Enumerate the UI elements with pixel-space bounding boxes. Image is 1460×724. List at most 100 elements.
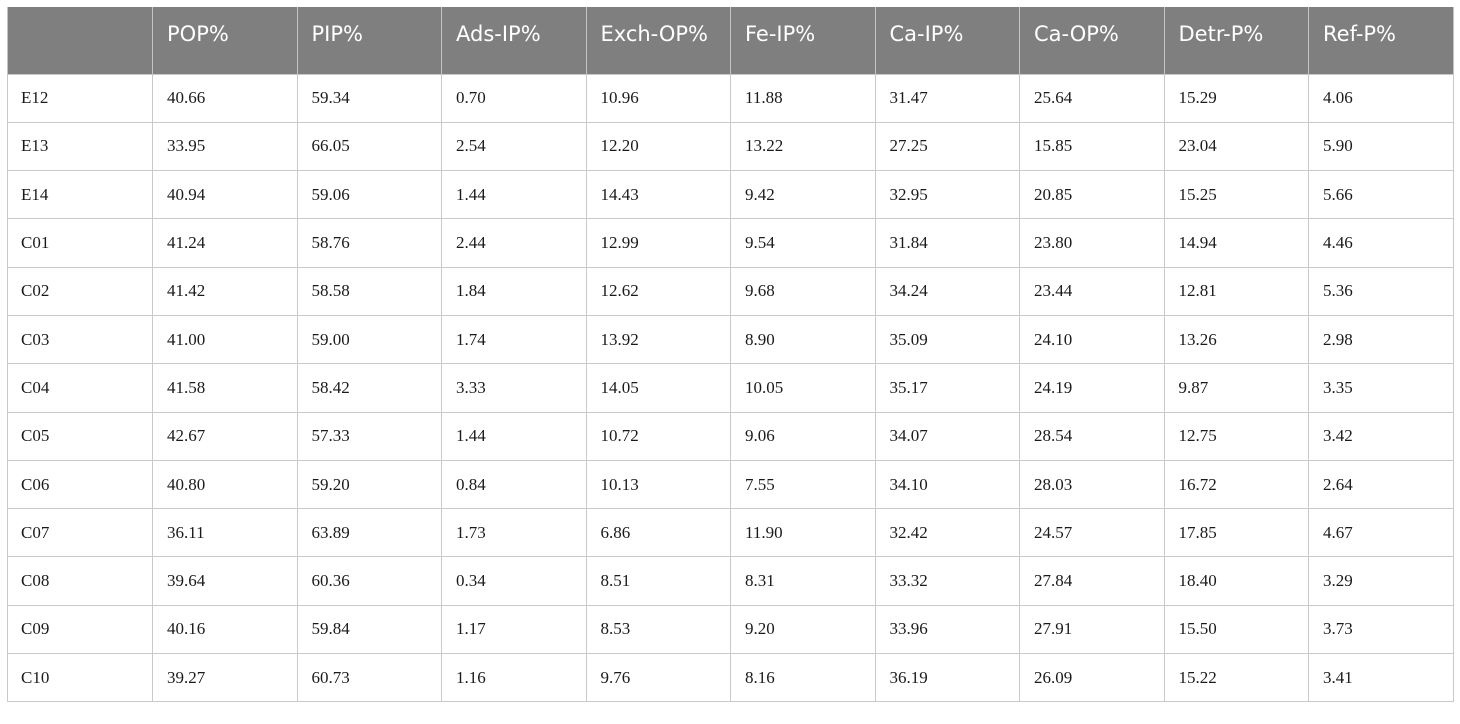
table-cell: 1.84 [441,266,587,316]
header-cell-ca-ip: Ca-IP% [874,7,1020,74]
row-label-cell: C08 [7,556,153,606]
table-cell: 41.58 [152,363,298,413]
table-row: E14 40.94 59.06 1.44 14.43 9.42 32.95 20.85 15.2… [7,170,1454,220]
table-cell: 1.44 [441,170,587,220]
table-cell: 24.10 [1019,314,1165,365]
table-cell: 40.16 [152,604,298,655]
header-cell-pop: POP% [152,7,298,74]
table-cell: 24.19 [1019,363,1165,413]
table-cell: 5.90 [1308,121,1454,172]
table-cell: 0.70 [441,73,587,123]
table-cell: 14.43 [585,170,731,220]
table-cell: 2.54 [441,121,587,172]
table-cell: 23.44 [1019,266,1165,316]
table-cell: 41.24 [152,218,298,268]
table-cell: 3.33 [441,363,587,413]
table-cell: 3.42 [1308,411,1454,461]
table-cell: 0.34 [441,556,587,606]
table-cell: 59.34 [296,73,442,123]
table-cell: 26.09 [1019,653,1165,703]
table-cell: 7.55 [730,459,876,510]
table-cell: 42.67 [152,411,298,461]
table-cell: 40.94 [152,170,298,220]
table-cell: 1.73 [441,508,587,558]
table-cell: 41.42 [152,266,298,316]
table-cell: 12.62 [585,266,731,316]
table-cell: 60.36 [296,556,442,606]
table-row: C05 42.67 57.33 1.44 10.72 9.06 34.07 28.54 12.7… [7,411,1454,461]
table-cell: 35.09 [874,314,1020,365]
table-cell: 31.84 [874,218,1020,268]
table-cell: 10.96 [585,73,731,123]
header-cell-ca-op: Ca-OP% [1019,7,1165,74]
table-cell: 9.42 [730,170,876,220]
table-cell: 11.88 [730,73,876,123]
table-cell: 32.95 [874,170,1020,220]
table-cell: 24.57 [1019,508,1165,558]
table-cell: 12.20 [585,121,731,172]
table-cell: 2.44 [441,218,587,268]
table-row: E13 33.95 66.05 2.54 12.20 13.22 27.25 15.85 23.… [7,121,1454,172]
table-cell: 58.58 [296,266,442,316]
table-row: C10 39.27 60.73 1.16 9.76 8.16 36.19 26.09 15.22… [7,653,1454,703]
table-cell: 36.11 [152,508,298,558]
row-label-cell: C02 [7,266,153,316]
table-cell: 10.05 [730,363,876,413]
table-cell: 59.20 [296,459,442,510]
data-table-container: POP% PIP% Ads-IP% Exch-OP% Fe-IP% Ca-IP%… [7,7,1454,703]
header-cell-detr-p: Detr-P% [1163,7,1309,74]
table-cell: 15.25 [1163,170,1309,220]
table-cell: 13.22 [730,121,876,172]
table-cell: 9.54 [730,218,876,268]
table-cell: 28.03 [1019,459,1165,510]
table-cell: 63.89 [296,508,442,558]
table-cell: 28.54 [1019,411,1165,461]
table-cell: 1.17 [441,604,587,655]
table-cell: 41.00 [152,314,298,365]
table-cell: 25.64 [1019,73,1165,123]
table-cell: 3.73 [1308,604,1454,655]
table-cell: 8.90 [730,314,876,365]
table-cell: 14.94 [1163,218,1309,268]
table-cell: 8.51 [585,556,731,606]
table-cell: 35.17 [874,363,1020,413]
table-cell: 12.81 [1163,266,1309,316]
table-cell: 15.22 [1163,653,1309,703]
row-label-cell: C05 [7,411,153,461]
row-label-cell: E14 [7,170,153,220]
table-cell: 23.04 [1163,121,1309,172]
table-cell: 59.00 [296,314,442,365]
table-cell: 0.84 [441,459,587,510]
table-cell: 59.84 [296,604,442,655]
table-cell: 66.05 [296,121,442,172]
table-cell: 8.53 [585,604,731,655]
header-cell-ref-p: Ref-P% [1308,7,1454,74]
table-cell: 5.66 [1308,170,1454,220]
table-cell: 18.40 [1163,556,1309,606]
table-cell: 20.85 [1019,170,1165,220]
table-cell: 58.42 [296,363,442,413]
table-cell: 2.98 [1308,314,1454,365]
table-header: POP% PIP% Ads-IP% Exch-OP% Fe-IP% Ca-IP%… [7,7,1454,74]
header-cell-pip: PIP% [296,7,442,74]
table-cell: 23.80 [1019,218,1165,268]
table-cell: 32.42 [874,508,1020,558]
table-cell: 13.92 [585,314,731,365]
table-row: E12 40.66 59.34 0.70 10.96 11.88 31.47 25.64 15.… [7,73,1454,123]
table-cell: 60.73 [296,653,442,703]
table-row: C03 41.00 59.00 1.74 13.92 8.90 35.09 24.10 13.2… [7,314,1454,365]
table-cell: 34.07 [874,411,1020,461]
table-cell: 3.41 [1308,653,1454,703]
table-row: C08 39.64 60.36 0.34 8.51 8.31 33.32 27.84 18.40… [7,556,1454,606]
table-cell: 3.35 [1308,363,1454,413]
table-cell: 33.32 [874,556,1020,606]
table-cell: 9.20 [730,604,876,655]
table-cell: 1.16 [441,653,587,703]
table-cell: 9.76 [585,653,731,703]
table-cell: 10.13 [585,459,731,510]
table-cell: 15.29 [1163,73,1309,123]
table-cell: 11.90 [730,508,876,558]
row-label-cell: C07 [7,508,153,558]
table-cell: 8.31 [730,556,876,606]
row-label-cell: C09 [7,604,153,655]
